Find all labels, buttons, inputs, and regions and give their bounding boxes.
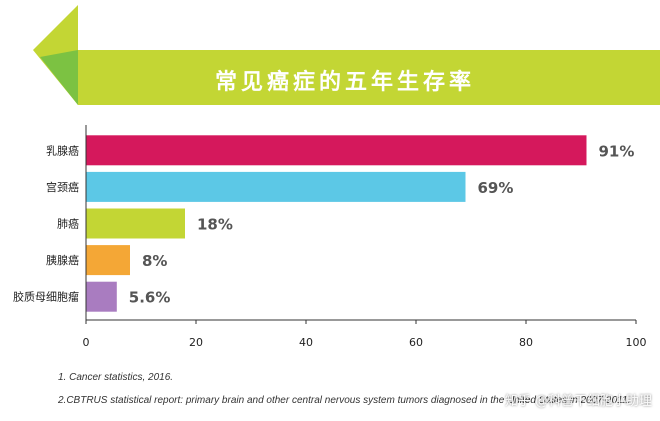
footnote-1: 1. Cancer statistics, 2016. [58, 372, 174, 383]
title-banner: 常见癌症的五年生存率 [0, 0, 660, 110]
x-tick-label-5: 100 [626, 336, 647, 349]
bar-4 [86, 281, 117, 312]
category-label-2: 肺癌 [57, 217, 79, 231]
x-tick-label-2: 40 [299, 336, 313, 349]
category-label-1: 宫颈癌 [46, 180, 79, 194]
x-tick-label-4: 80 [519, 336, 533, 349]
banner-bar [78, 50, 660, 105]
bar-1 [86, 171, 466, 202]
arrow-inner-shape [40, 50, 78, 105]
watermark: 知乎 @科普干细胞小助理 [504, 394, 652, 409]
bar-3 [86, 245, 130, 276]
value-label-4: 5.6% [129, 289, 171, 307]
banner-graphic [33, 5, 660, 105]
x-tick-label-3: 60 [409, 336, 423, 349]
category-label-0: 乳腺癌 [46, 143, 79, 157]
value-label-1: 69% [478, 179, 514, 197]
bar-0 [86, 135, 587, 166]
value-label-2: 18% [197, 216, 233, 234]
x-axis-ticks: 0 20 40 60 80 100 [83, 320, 647, 349]
x-tick-label-0: 0 [83, 336, 90, 349]
category-label-3: 胰腺癌 [46, 253, 79, 267]
bars [86, 135, 587, 312]
value-label-0: 91% [599, 142, 635, 160]
value-label-3: 8% [142, 252, 167, 270]
category-label-4: 胶质母细胞瘤 [13, 290, 79, 304]
value-labels: 91% 69% 18% 8% 5.6% [129, 142, 635, 306]
footnote-2: 2.CBTRUS statistical report: primary bra… [58, 395, 631, 406]
chart-title: 常见癌症的五年生存率 [214, 70, 475, 95]
footnotes: 1. Cancer statistics, 2016. 2.CBTRUS sta… [58, 372, 658, 418]
bar-2 [86, 208, 185, 239]
x-tick-label-1: 20 [189, 336, 203, 349]
